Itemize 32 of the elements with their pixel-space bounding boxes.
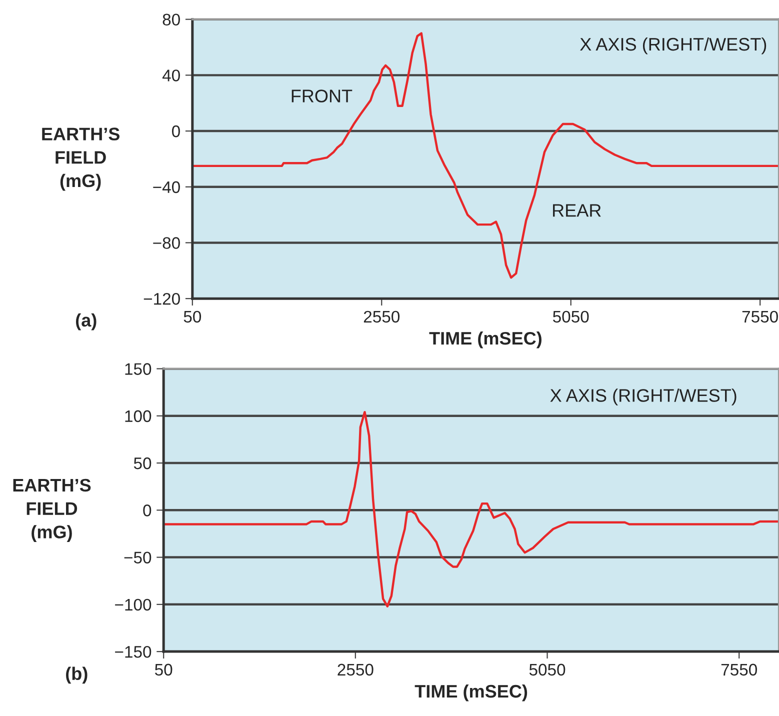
line-series [192, 32, 779, 279]
x-tick-label: 5050 [552, 310, 589, 323]
y-tick-label: 0 [172, 125, 180, 138]
line-series [164, 410, 779, 608]
x-tick-label: 50 [184, 310, 202, 323]
y-tick-label: 50 [134, 457, 152, 470]
x-tick-label: 2550 [364, 310, 400, 323]
text: (a) [76, 313, 96, 330]
x-axis-title: TIME (mSEC) [414, 684, 528, 702]
text: (b) [66, 666, 88, 684]
x-tick-label: 7550 [742, 310, 778, 323]
x-tick-label: 5050 [529, 664, 566, 676]
y-tick-label: 150 [125, 363, 152, 375]
y-tick-label: 80 [162, 14, 180, 26]
annotation: FRONT [292, 90, 352, 102]
y-tick-label: −40 [153, 181, 180, 194]
y-tick-label: 0 [143, 504, 152, 516]
x-tick-label: 7550 [721, 664, 757, 676]
y-tick-label: 40 [162, 70, 180, 82]
y-axis-title: EARTH’S FIELD (mG) [13, 478, 91, 542]
y-axis-title: EARTH’S FIELD (mG) [42, 128, 120, 191]
annotation: X AXIS (RIGHT/WEST) [550, 388, 736, 406]
annotation: X AXIS (RIGHT/WEST) [580, 37, 766, 54]
y-tick-label: −50 [124, 552, 152, 564]
x-axis-title: TIME (mSEC) [429, 331, 542, 348]
annotation: REAR [553, 204, 601, 217]
y-tick-label: −80 [153, 237, 180, 249]
y-tick-label: −100 [115, 598, 152, 611]
y-tick-label: −120 [144, 292, 180, 305]
y-tick-label: 100 [125, 410, 152, 422]
y-tick-label: −150 [115, 646, 152, 658]
x-tick-label: 2550 [338, 664, 374, 676]
